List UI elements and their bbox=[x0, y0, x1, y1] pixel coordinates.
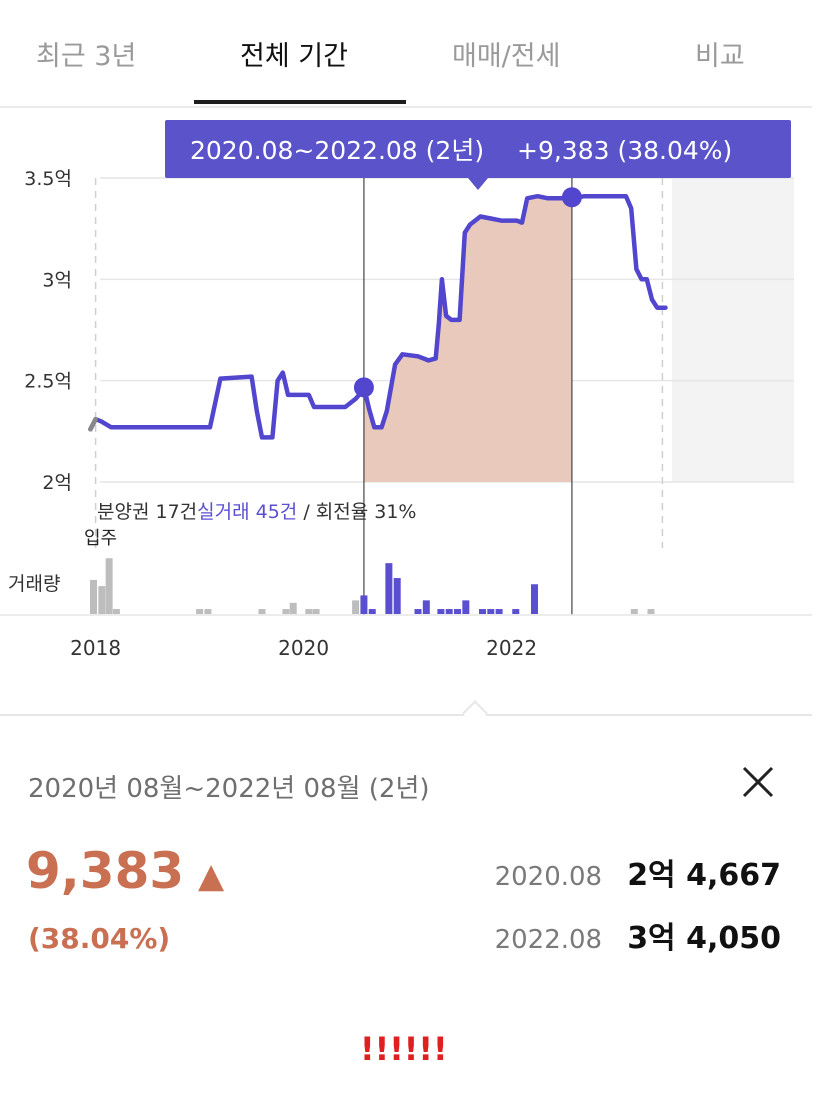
volume-bar bbox=[445, 609, 453, 614]
start-price: 2억 4,667 bbox=[627, 858, 781, 893]
x-tick-label: 2022 bbox=[486, 636, 537, 660]
trade-info: 분양권 17건실거래 45건 / 회전율 31% bbox=[97, 501, 416, 523]
y-tick-label: 2.5억 bbox=[24, 371, 72, 393]
tab-all-period[interactable]: 전체 기간 bbox=[240, 41, 348, 72]
volume-bar bbox=[204, 609, 212, 614]
volume-label: 거래량 bbox=[8, 573, 60, 595]
volume-bar bbox=[312, 609, 320, 614]
selected-range-fill bbox=[363, 196, 572, 482]
up-arrow-icon: ▲ bbox=[198, 856, 225, 896]
close-icon bbox=[742, 766, 774, 798]
price-chart[interactable]: 3.5억 3억 2.5억 2억 2020.08~2022.08 (2년) +9,383… bbox=[0, 108, 812, 668]
range-tooltip: 2020.08~2022.08 (2년) +9,383 (38.04%) bbox=[165, 120, 791, 190]
volume-bar bbox=[487, 609, 495, 614]
volume-bar bbox=[360, 595, 368, 614]
price-line-gray-start bbox=[88, 416, 98, 432]
tab-sale-jeonse[interactable]: 매매/전세 bbox=[452, 41, 561, 72]
end-date: 2022.08 bbox=[494, 925, 603, 955]
turnover-rate: / 회전율 31% bbox=[297, 501, 416, 523]
volume-bar bbox=[454, 609, 462, 614]
move-in-label: 입주 bbox=[84, 528, 117, 549]
actual-trade-count[interactable]: 실거래 45건 bbox=[197, 501, 297, 523]
y-axis-ticks: 3.5억 3억 2.5억 2억 bbox=[24, 168, 72, 494]
volume-bar bbox=[352, 600, 360, 614]
volume-bar bbox=[385, 563, 393, 614]
volume-bar bbox=[196, 609, 204, 614]
volume-bar bbox=[112, 609, 120, 614]
alert-text: !!!!!! bbox=[360, 1030, 448, 1068]
volume-bar bbox=[422, 600, 430, 614]
price-line bbox=[88, 193, 668, 440]
volume-bar bbox=[414, 609, 422, 614]
volume-bar bbox=[282, 609, 290, 614]
volume-bar bbox=[105, 558, 113, 614]
tooltip-pointer bbox=[468, 178, 488, 190]
volume-bar bbox=[647, 609, 655, 614]
tooltip-range-text: 2020.08~2022.08 (2년) bbox=[190, 136, 484, 165]
volume-bar bbox=[98, 586, 106, 614]
tooltip-change-text: +9,383 (38.04%) bbox=[517, 136, 732, 165]
range-start-marker[interactable] bbox=[353, 377, 374, 398]
presale-count: 분양권 17건 bbox=[97, 501, 197, 523]
start-date: 2020.08 bbox=[494, 862, 603, 892]
start-price-row: 2020.08 2억 4,667 bbox=[495, 850, 781, 894]
volume-bars bbox=[90, 558, 655, 614]
volume-bar bbox=[495, 609, 503, 614]
y-tick-label: 2억 bbox=[42, 472, 72, 494]
tab-compare[interactable]: 비교 bbox=[695, 41, 745, 72]
end-price: 3억 4,050 bbox=[627, 921, 781, 956]
tooltip-box bbox=[165, 120, 791, 178]
active-tab-indicator bbox=[194, 100, 406, 104]
volume-bar bbox=[90, 579, 98, 614]
end-price-row: 2022.08 3억 4,050 bbox=[495, 913, 781, 957]
volume-bar bbox=[462, 600, 470, 614]
volume-bar bbox=[289, 602, 297, 614]
section-divider bbox=[0, 714, 812, 716]
volume-bar bbox=[368, 609, 376, 614]
volume-bar bbox=[437, 609, 445, 614]
future-shaded-area bbox=[672, 178, 794, 482]
change-percent: (38.04%) bbox=[28, 922, 171, 955]
x-axis-ticks: 2018 2020 2022 bbox=[70, 636, 537, 660]
volume-bar bbox=[478, 609, 486, 614]
tab-recent-3-years[interactable]: 최근 3년 bbox=[36, 41, 137, 72]
volume-bar bbox=[393, 578, 401, 614]
range-end-marker[interactable] bbox=[561, 187, 582, 208]
change-value: 9,383 bbox=[26, 842, 185, 900]
volume-bar bbox=[530, 584, 538, 614]
y-tick-label: 3.5억 bbox=[24, 168, 72, 190]
selected-period: 2020년 08월~2022년 08월 (2년) bbox=[28, 774, 430, 804]
y-tick-label: 3억 bbox=[42, 269, 72, 291]
volume-bar bbox=[305, 609, 313, 614]
volume-bar bbox=[512, 609, 520, 614]
close-button[interactable] bbox=[736, 760, 780, 804]
period-tabs: 최근 3년 전체 기간 매매/전세 비교 bbox=[0, 0, 812, 108]
volume-bar bbox=[630, 609, 638, 614]
divider-notch bbox=[462, 700, 488, 726]
x-tick-label: 2020 bbox=[278, 636, 329, 660]
volume-bar bbox=[258, 609, 266, 614]
x-tick-label: 2018 bbox=[70, 636, 121, 660]
